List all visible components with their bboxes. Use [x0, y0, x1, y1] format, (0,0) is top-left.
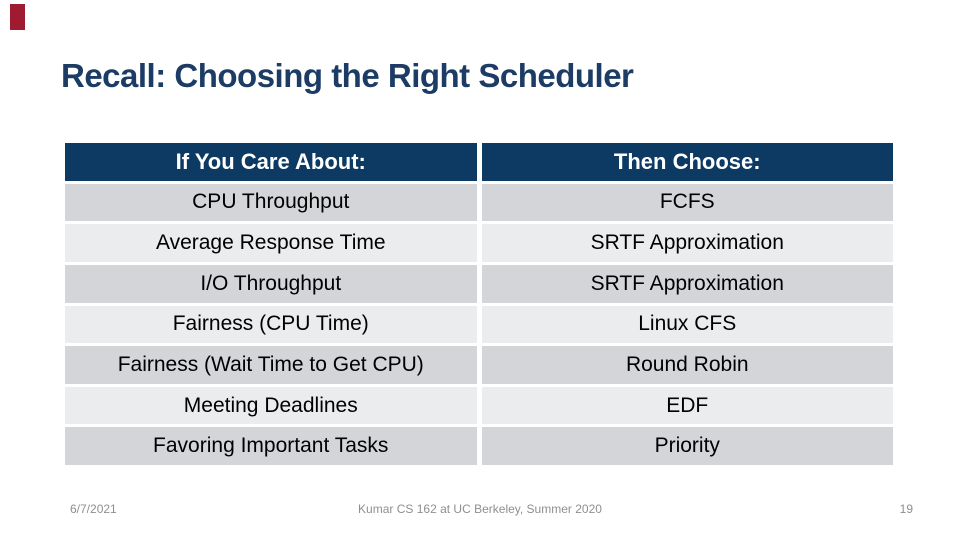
table-cell-then-choose: Linux CFS — [481, 305, 893, 344]
accent-bar — [10, 4, 25, 30]
table-header-then-choose: Then Choose: — [481, 143, 893, 181]
table-cell-care-about: Fairness (CPU Time) — [65, 305, 477, 344]
footer-page-number: 19 — [899, 502, 913, 516]
table-header-care-about: If You Care About: — [65, 143, 477, 181]
table-cell-then-choose: SRTF Approximation — [481, 264, 893, 303]
table-cell-then-choose: Round Robin — [481, 346, 893, 384]
scheduler-table: If You Care About: Then Choose: CPU Thro… — [65, 143, 893, 465]
table-cell-care-about: Meeting Deadlines — [65, 386, 477, 425]
table-cell-then-choose: SRTF Approximation — [481, 224, 893, 262]
table-cell-care-about: Fairness (Wait Time to Get CPU) — [65, 346, 477, 384]
table-cell-care-about: Average Response Time — [65, 224, 477, 262]
table-cell-then-choose: EDF — [481, 386, 893, 425]
table-cell-then-choose: Priority — [481, 427, 893, 465]
footer-date: 6/7/2021 — [70, 502, 117, 516]
footer: 6/7/2021 Kumar CS 162 at UC Berkeley, Su… — [0, 502, 960, 522]
table-cell-care-about: Favoring Important Tasks — [65, 427, 477, 465]
page-title: Recall: Choosing the Right Scheduler — [61, 57, 634, 94]
table-cell-care-about: CPU Throughput — [65, 183, 477, 222]
table-cell-then-choose: FCFS — [481, 183, 893, 222]
table-cell-care-about: I/O Throughput — [65, 264, 477, 303]
footer-credit: Kumar CS 162 at UC Berkeley, Summer 2020 — [358, 502, 602, 516]
